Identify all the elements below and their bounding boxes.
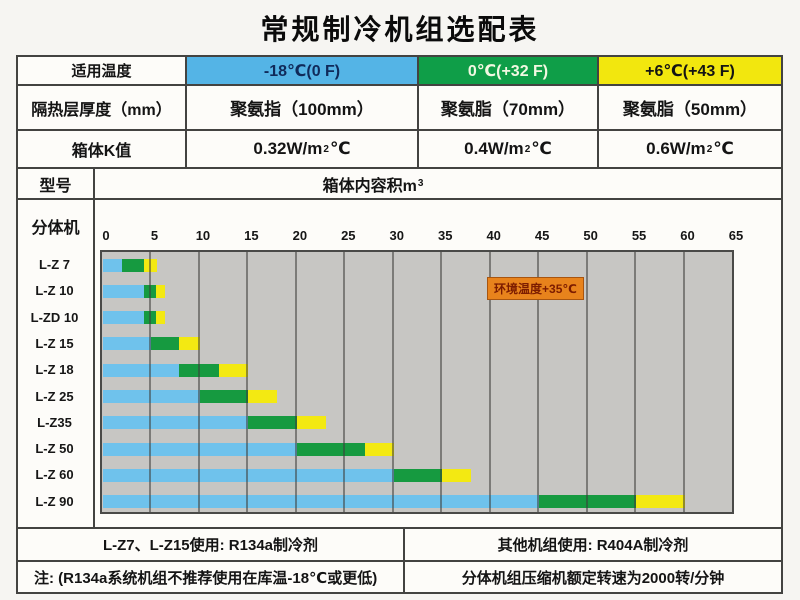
axis-tick-label: 35 bbox=[437, 228, 453, 243]
kvalue-text: 0.32W/m bbox=[253, 139, 323, 158]
bar-segment-blue bbox=[103, 363, 179, 377]
axis-tick-label: 65 bbox=[728, 228, 744, 243]
axis-tick-label: 60 bbox=[680, 228, 695, 243]
volume-header-cell: 箱体内容积m 3 bbox=[93, 167, 783, 200]
bar-segment-blue bbox=[103, 442, 297, 456]
bar-segment-yellow bbox=[156, 284, 166, 298]
bar-segment-green bbox=[248, 416, 297, 430]
kvalue-sup: 2 bbox=[524, 143, 531, 155]
grid-line bbox=[682, 252, 685, 512]
grid-line bbox=[537, 252, 540, 512]
ambient-temp-annotation: 环境温度+35℃ bbox=[487, 277, 584, 300]
grid-line bbox=[246, 252, 249, 512]
bar-segment-green bbox=[296, 442, 365, 456]
grid-line bbox=[149, 252, 152, 512]
plot-area: 环境温度+35℃ bbox=[100, 250, 734, 514]
axis-tick-label: 0 bbox=[102, 228, 110, 243]
bar-segment-blue bbox=[103, 258, 123, 272]
page-title: 常规制冷机组选配表 bbox=[260, 14, 540, 45]
model-label: L-Z35 bbox=[37, 414, 72, 430]
axis-tick-label: 15 bbox=[244, 228, 259, 243]
grid-line bbox=[294, 252, 297, 512]
bar-segment-green bbox=[393, 468, 443, 482]
bar-segment-yellow bbox=[296, 416, 326, 430]
bar-segment-yellow bbox=[219, 363, 249, 377]
temp-cell-0: 0℃(+32 F) bbox=[417, 55, 599, 86]
axis-tick-label: 45 bbox=[534, 228, 550, 243]
bar-segment-blue bbox=[103, 495, 540, 509]
kvalue-cell-032: 0.32W/m 2 ℃ bbox=[185, 129, 419, 169]
temp-cell-plus6: +6℃(+43 F) bbox=[597, 55, 783, 86]
axis-tick-label: 5 bbox=[150, 228, 159, 243]
machine-type-label: 分体机 bbox=[31, 220, 80, 237]
grid-line bbox=[391, 252, 394, 512]
bar-segment-blue bbox=[103, 337, 152, 351]
axis-tick-label: 40 bbox=[486, 228, 501, 243]
model-label: L-Z 90 bbox=[35, 493, 74, 509]
bar-segment-yellow bbox=[442, 468, 472, 482]
bar-segment-yellow bbox=[636, 495, 685, 509]
footer-r134a-cell: L-Z7、L-Z15使用: R134a制冷剂 bbox=[16, 527, 405, 562]
bar-segment-blue bbox=[103, 416, 249, 430]
bar-segment-blue bbox=[103, 390, 200, 403]
kvalue-cell-06: 0.6W/m 2 ℃ bbox=[597, 129, 783, 169]
insulation-cell-100mm: 聚氨指（100mm） bbox=[185, 84, 419, 131]
model-label: L-Z 18 bbox=[35, 362, 74, 378]
grid-line bbox=[634, 252, 637, 512]
grid-line bbox=[343, 252, 346, 512]
bar-segment-green bbox=[199, 390, 249, 403]
footer-note-cell: 注: (R134a系统机组不推荐使用在库温-18℃或更低) bbox=[16, 560, 405, 594]
model-label: L-Z 50 bbox=[35, 441, 74, 457]
axis-tick-label: 50 bbox=[583, 228, 598, 243]
model-label: L-Z 25 bbox=[35, 388, 74, 404]
footer-speed-cell: 分体机组压缩机额定转速为2000转/分钟 bbox=[403, 560, 783, 594]
kvalue-unit: ℃ bbox=[329, 139, 351, 158]
bar-segment-yellow bbox=[248, 390, 278, 403]
grid-line bbox=[197, 252, 200, 512]
axis-tick-label: 10 bbox=[195, 228, 211, 243]
axis-tick-label: 25 bbox=[341, 228, 356, 243]
model-label: L-ZD 10 bbox=[30, 309, 79, 325]
kvalue-cell-04: 0.4W/m 2 ℃ bbox=[417, 129, 599, 169]
axis-tick-label: 20 bbox=[292, 228, 308, 243]
kvalue-sup: 2 bbox=[323, 143, 329, 155]
kvalue-row-label: 箱体K值 bbox=[16, 129, 187, 169]
volume-header-sup: 3 bbox=[417, 178, 424, 189]
kvalue-unit: ℃ bbox=[531, 139, 552, 158]
model-label: L-Z 10 bbox=[35, 283, 74, 299]
bar-segment-blue bbox=[103, 311, 144, 325]
grid-line bbox=[488, 252, 491, 512]
insulation-cell-50mm: 聚氨脂（50mm） bbox=[597, 84, 783, 131]
model-label: L-Z 7 bbox=[38, 257, 71, 272]
kvalue-text: 0.4W/m bbox=[464, 139, 524, 158]
model-label: L-Z 60 bbox=[35, 467, 74, 483]
footer-r404a-cell: 其他机组使用: R404A制冷剂 bbox=[403, 527, 783, 562]
model-label: L-Z 15 bbox=[35, 335, 74, 351]
temp-row-label: 适用温度 bbox=[16, 55, 187, 86]
insulation-row-label: 隔热层厚度（mm） bbox=[16, 84, 187, 131]
insulation-cell-70mm: 聚氨脂（70mm） bbox=[417, 84, 599, 131]
bar-segment-yellow bbox=[364, 442, 394, 456]
bar-segment-blue bbox=[103, 468, 394, 482]
model-row-label: 型号 bbox=[16, 167, 95, 200]
bar-segment-blue bbox=[103, 284, 144, 298]
model-label-column: 分体机 bbox=[16, 198, 95, 529]
grid-line bbox=[440, 252, 443, 512]
kvalue-sup: 2 bbox=[706, 143, 713, 155]
bar-segment-yellow bbox=[178, 337, 200, 351]
axis-tick-label: 30 bbox=[389, 228, 404, 243]
kvalue-unit: ℃ bbox=[713, 139, 734, 158]
bar-segment-green bbox=[151, 337, 179, 351]
kvalue-text: 0.6W/m bbox=[646, 139, 706, 158]
bar-segment-yellow bbox=[156, 311, 166, 325]
temp-cell-minus18: -18℃(0 F) bbox=[185, 55, 419, 86]
bar-segment-green bbox=[122, 258, 144, 272]
grid-line bbox=[585, 252, 588, 512]
volume-header-text: 箱体内容积m bbox=[322, 177, 417, 195]
axis-tick-label: 55 bbox=[631, 228, 647, 243]
